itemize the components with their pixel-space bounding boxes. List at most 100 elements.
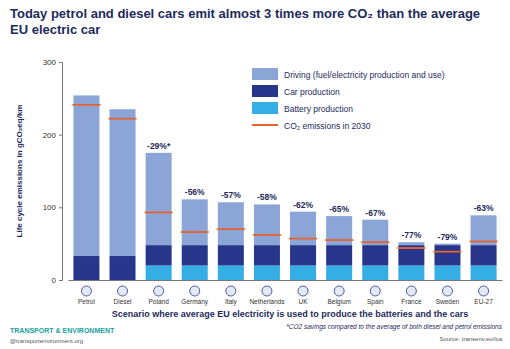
bar-series: [146, 265, 497, 280]
legend-item: Driving (fuel/electricity production and…: [252, 68, 445, 80]
legend: Driving (fuel/electricity production and…: [252, 68, 445, 131]
y-tick: 200: [43, 131, 62, 140]
savings-label: -65%: [329, 204, 349, 214]
legend-swatch: [252, 85, 278, 97]
flag-icon: [118, 286, 128, 296]
bar-segment: [434, 245, 460, 265]
bar-segment: [110, 256, 136, 280]
bar-segment: [290, 265, 316, 280]
y-tick: 0: [52, 276, 62, 285]
flag-icon: [154, 286, 164, 296]
bar-segment: [290, 212, 316, 245]
x-tick: Netherlands: [249, 280, 285, 305]
savings-label: -62%: [293, 200, 313, 210]
co2-2030-marker: [470, 241, 498, 243]
co2-2030-marker: [181, 231, 209, 233]
bar-segment: [254, 265, 280, 280]
x-tick: UK: [299, 280, 309, 305]
title-line: Today petrol and diesel cars emit almost…: [10, 6, 480, 21]
co2-2030-marker: [361, 241, 389, 243]
legend-item: CO₂ emissions in 2030: [252, 121, 371, 131]
bar-segment: [146, 265, 172, 280]
x-axis: Petrol Diesel Poland Germany Italy Netherland…: [69, 280, 503, 306]
y-axis-title: Life cycle emissions in gCO₂eq/km: [15, 105, 24, 238]
x-tick-label: EU-27: [474, 298, 493, 305]
bar-segment: [434, 244, 460, 245]
flag-icon: [190, 286, 200, 296]
y-tick: 300: [43, 58, 62, 67]
bar-segment: [471, 215, 497, 245]
legend-swatch: [252, 102, 278, 114]
y-axis-line: [59, 63, 63, 281]
bar-segment: [326, 245, 352, 265]
x-tick-label: Poland: [149, 298, 170, 305]
x-tick-label: Petrol: [78, 298, 96, 305]
co2-2030-marker: [325, 239, 353, 241]
y-tick-mark: [59, 207, 62, 208]
flag-icon: [479, 286, 489, 296]
x-tick: Diesel: [113, 280, 132, 305]
flag-icon: [298, 286, 308, 296]
co2-2030-marker: [253, 234, 281, 236]
x-tick-label: France: [401, 298, 422, 305]
co2-2030-marker: [72, 104, 100, 106]
x-tick: Poland: [149, 280, 170, 305]
bar-segment: [218, 265, 244, 280]
flag-icon: [226, 286, 236, 296]
y-tick: 100: [43, 203, 62, 212]
co2-2030-marker: [397, 247, 425, 249]
y-tick-label: 200: [43, 131, 57, 140]
footnote: *CO2 savings compared to the average of …: [286, 323, 502, 331]
legend-item: Battery production: [252, 102, 353, 114]
bar-segment: [362, 265, 388, 280]
co2-2030-marker: [217, 228, 245, 230]
bar-segment: [290, 245, 316, 265]
co2-2030-marker: [109, 118, 137, 120]
x-tick-label: Italy: [225, 298, 238, 306]
bar-segment: [398, 242, 424, 245]
x-axis-line: [69, 280, 503, 281]
x-tick: Belgium: [327, 280, 350, 306]
x-tick-label: Sweden: [436, 298, 460, 305]
y-tick-mark: [59, 135, 62, 136]
bar-segment: [326, 216, 352, 245]
savings-label: -79%: [438, 232, 458, 242]
x-tick: Italy: [225, 280, 238, 306]
flag-icon: [334, 286, 344, 296]
legend-item: Car production: [252, 85, 340, 97]
annotations: -29%*-56%-57%-58%-62%-65%-67%-77%-79%-63…: [147, 141, 494, 242]
title-line: EU electric car: [10, 22, 100, 37]
chart-svg: Today petrol and diesel cars emit almost…: [0, 0, 510, 349]
source: Source: transenv.eu/lca: [439, 336, 502, 342]
x-tick-label: Diesel: [113, 298, 132, 305]
y-tick-label: 100: [43, 203, 57, 212]
bar-segment: [146, 245, 172, 265]
y-axis: 0 100 200 300: [43, 58, 63, 285]
bar-series: [73, 95, 496, 256]
bar-segment: [182, 265, 208, 280]
bar-segment: [471, 265, 497, 280]
legend-swatch: [252, 124, 278, 126]
flag-icon: [262, 286, 272, 296]
bar-segment: [362, 220, 388, 245]
bar-segment: [254, 204, 280, 245]
logo-handle: @transportenvironment.org: [10, 338, 83, 344]
marker-series: [72, 105, 497, 252]
title: Today petrol and diesel cars emit almost…: [10, 6, 480, 37]
savings-label: -56%: [185, 187, 205, 197]
bar-segment: [73, 95, 99, 256]
bar-segment: [182, 199, 208, 245]
flag-icons: [81, 286, 488, 296]
logo-name: TRANSPORT & ENVIRONMENT: [10, 327, 115, 334]
savings-label: -67%: [365, 208, 385, 218]
chart-container: Today petrol and diesel cars emit almost…: [0, 0, 510, 349]
flag-icon: [442, 286, 452, 296]
legend-label: Battery production: [284, 104, 353, 114]
subtitle: Scenario where average EU electricity is…: [112, 309, 469, 319]
bar-segment: [218, 202, 244, 245]
bar-segment: [398, 245, 424, 265]
legend-label: CO₂ emissions in 2030: [284, 121, 371, 131]
x-tick: Germany: [181, 280, 208, 306]
co2-2030-marker: [289, 238, 317, 240]
bar-segment: [362, 245, 388, 265]
